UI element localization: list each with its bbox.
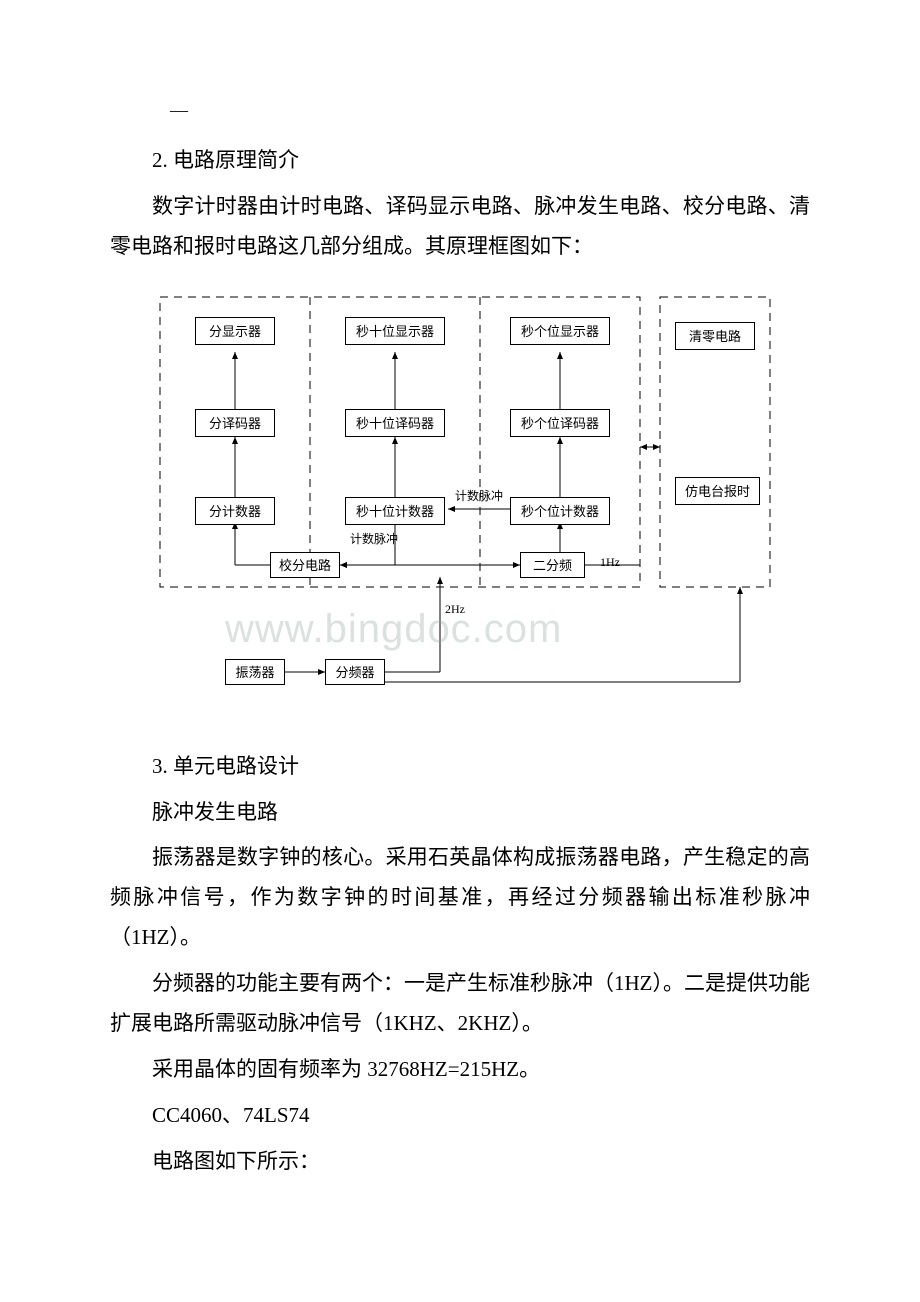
box-div2: 二分频	[520, 552, 585, 578]
section-2-title: 2. 电路原理简介	[110, 141, 810, 181]
box-divider: 分频器	[325, 659, 385, 685]
box-sec1-display: 秒个位显示器	[510, 317, 610, 345]
box-sec10-counter: 秒十位计数器	[345, 497, 445, 525]
top-dash: —	[170, 100, 810, 121]
label-2hz: 2Hz	[445, 602, 465, 617]
box-min-display: 分显示器	[195, 317, 275, 345]
label-count-pulse-2: 计数脉冲	[350, 530, 398, 547]
box-sec1-counter: 秒个位计数器	[510, 497, 610, 525]
section-3-title: 3. 单元电路设计	[110, 747, 810, 787]
box-clear-circuit: 清零电路	[675, 322, 755, 350]
box-sec1-decoder: 秒个位译码器	[510, 409, 610, 437]
para-1: 振荡器是数字钟的核心。采用石英晶体构成振荡器电路，产生稳定的高频脉冲信号，作为数…	[110, 838, 810, 958]
box-oscillator: 振荡器	[225, 659, 285, 685]
para-3: 采用晶体的固有频率为 32768HZ=215HZ。	[110, 1050, 810, 1090]
section-3-sub: 脉冲发生电路	[152, 793, 810, 833]
para-4: CC4060、74LS74	[152, 1096, 810, 1136]
label-1hz: 1Hz	[600, 555, 620, 570]
section-2-body: 数字计时器由计时电路、译码显示电路、脉冲发生电路、校分电路、清零电路和报时电路这…	[110, 187, 810, 267]
block-diagram: 分显示器 秒十位显示器 秒个位显示器 清零电路 分译码器 秒十位译码器 秒个位译…	[140, 287, 780, 717]
para-2: 分频器的功能主要有两个：一是产生标准秒脉冲（1HZ）。二是提供功能扩展电路所需驱…	[110, 964, 810, 1044]
box-sec10-decoder: 秒十位译码器	[345, 409, 445, 437]
box-min-counter: 分计数器	[195, 497, 275, 525]
box-calib-min: 校分电路	[270, 552, 340, 578]
box-sec10-display: 秒十位显示器	[345, 317, 445, 345]
box-min-decoder: 分译码器	[195, 409, 275, 437]
label-count-pulse-1: 计数脉冲	[455, 487, 503, 504]
box-radio-alarm: 仿电台报时	[675, 477, 760, 505]
para-5: 电路图如下所示：	[152, 1142, 810, 1182]
